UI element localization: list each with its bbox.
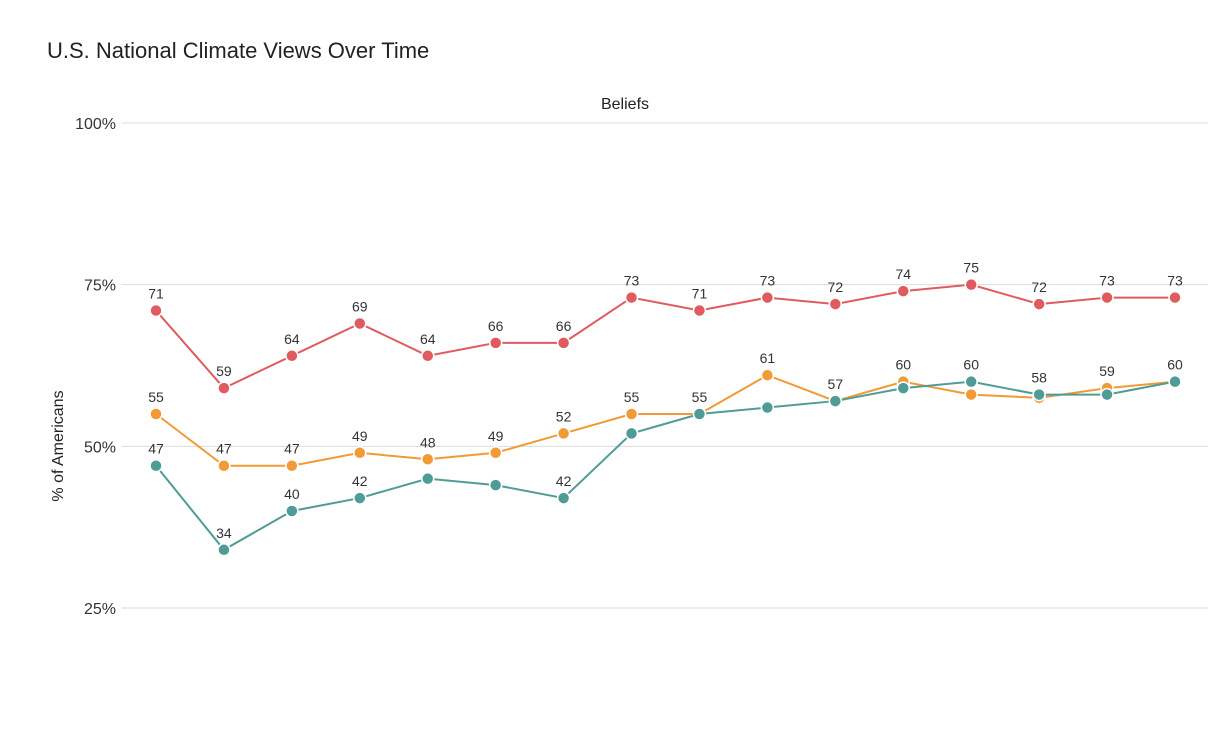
data-point — [624, 407, 639, 421]
data-point — [1100, 387, 1114, 402]
series-line — [155, 380, 1176, 552]
data-point — [488, 336, 503, 350]
data-point — [760, 400, 775, 415]
data-label: 42 — [556, 473, 572, 489]
data-point — [828, 394, 843, 408]
data-label: 55 — [148, 389, 164, 405]
data-label: 72 — [1031, 279, 1047, 295]
data-point — [285, 458, 299, 473]
data-point — [896, 284, 911, 298]
data-point — [217, 458, 231, 473]
data-point — [1168, 374, 1182, 389]
data-label: 74 — [895, 266, 911, 282]
data-label: 71 — [148, 286, 164, 302]
y-axis-ticks: 25% 50% 75% 100% — [75, 116, 116, 618]
data-label: 52 — [556, 408, 572, 424]
chart-title: U.S. National Climate Views Over Time — [47, 38, 430, 63]
data-point — [624, 290, 639, 305]
data-label: 72 — [828, 279, 844, 295]
data-label: 40 — [284, 486, 300, 502]
data-point — [964, 374, 978, 389]
data-label: 73 — [1099, 273, 1115, 289]
data-point — [420, 452, 435, 467]
data-label: 42 — [352, 473, 368, 489]
series-line — [155, 374, 1176, 467]
panel-title: Beliefs — [601, 96, 649, 113]
gridlines — [122, 122, 1208, 609]
data-label: 47 — [216, 441, 232, 457]
data-label: 69 — [352, 298, 368, 314]
data-point — [217, 381, 231, 395]
data-label: 75 — [963, 260, 979, 276]
data-point — [149, 303, 163, 318]
data-label: 71 — [692, 286, 708, 302]
data-point — [420, 471, 435, 486]
y-tick-label: 50% — [84, 439, 116, 456]
data-point — [285, 349, 299, 363]
data-label: 66 — [556, 318, 572, 334]
data-point — [353, 316, 367, 331]
data-label: 47 — [148, 441, 164, 457]
y-tick-label: 25% — [84, 601, 116, 618]
data-label: 57 — [828, 376, 844, 392]
data-point — [1032, 387, 1046, 402]
data-point — [285, 504, 299, 518]
data-label: 47 — [284, 441, 300, 457]
data-point — [217, 543, 231, 557]
data-label: 55 — [624, 389, 640, 405]
data-point — [353, 446, 367, 460]
data-label: 60 — [963, 357, 979, 373]
data-point — [1168, 290, 1182, 305]
data-label: 64 — [284, 331, 300, 347]
data-point — [556, 491, 571, 505]
data-label: 59 — [1099, 363, 1115, 379]
data-point — [692, 303, 707, 318]
data-point — [556, 426, 571, 441]
data-labels: 71 59 64 69 64 66 66 73 71 73 72 74 75 72 73 73 55 47 47 49… — [148, 260, 1183, 541]
y-tick-label: 75% — [84, 278, 116, 295]
data-label: 73 — [624, 273, 640, 289]
data-point — [896, 381, 911, 395]
data-point — [1032, 297, 1046, 311]
y-tick-label: 100% — [75, 116, 116, 133]
data-label: 61 — [760, 350, 776, 366]
data-label: 73 — [760, 273, 776, 289]
data-label: 60 — [1167, 357, 1183, 373]
data-point — [624, 426, 639, 441]
data-label: 49 — [488, 428, 504, 444]
data-label: 73 — [1167, 273, 1183, 289]
y-axis-label: % of Americans — [50, 390, 67, 501]
data-point — [692, 407, 707, 421]
data-point — [488, 478, 503, 492]
data-label: 48 — [420, 434, 436, 450]
data-label: 55 — [692, 389, 708, 405]
series-group — [149, 277, 1182, 557]
data-label: 49 — [352, 428, 368, 444]
data-point — [1100, 290, 1114, 305]
data-point — [488, 446, 503, 460]
data-label: 60 — [895, 357, 911, 373]
data-label: 59 — [216, 363, 232, 379]
data-label: 64 — [420, 331, 436, 347]
data-label: 66 — [488, 318, 504, 334]
data-label: 34 — [216, 525, 232, 541]
data-point — [149, 458, 163, 473]
data-point — [353, 491, 367, 505]
data-point — [760, 290, 775, 305]
data-point — [149, 407, 163, 421]
data-point — [556, 336, 571, 350]
data-point — [964, 277, 978, 292]
data-point — [760, 368, 775, 382]
data-point — [420, 349, 435, 363]
data-label: 58 — [1031, 370, 1047, 386]
series-line — [155, 283, 1175, 390]
data-point — [964, 387, 978, 402]
data-point — [828, 297, 843, 311]
